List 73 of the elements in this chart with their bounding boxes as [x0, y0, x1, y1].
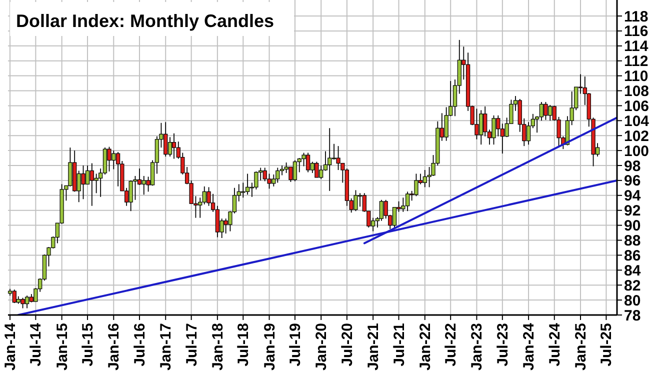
candlestick	[137, 168, 142, 186]
y-tick-label: 100	[624, 142, 650, 160]
candlestick	[12, 289, 16, 304]
y-tick-label: 112	[624, 53, 648, 70]
candlestick	[539, 102, 544, 122]
candlestick	[168, 136, 172, 157]
x-tick-label: Jul-20	[338, 323, 356, 366]
x-tick-label: Jul-22	[442, 323, 460, 366]
x-tick-label: Jul-16	[131, 323, 148, 366]
y-tick-label: 84	[624, 262, 642, 280]
candlestick	[245, 173, 250, 196]
y-tick-label: 80	[624, 292, 641, 310]
x-tick-label: Jan-15	[54, 323, 71, 371]
y-tick-label: 86	[624, 247, 641, 264]
y-tick-label: 110	[624, 68, 648, 86]
candlestick	[314, 161, 319, 178]
x-tick-label: Jan-25	[572, 323, 590, 371]
y-tick-label: 116	[624, 23, 648, 40]
candlestick	[102, 147, 108, 175]
candlestick	[392, 206, 397, 230]
x-tick-label: Jan-17	[158, 323, 175, 371]
candlestick	[492, 114, 496, 146]
x-tick-label: Jul-17	[183, 323, 200, 366]
x-tick-label: Jan-16	[106, 323, 123, 371]
candlestick	[276, 167, 280, 184]
candlestick	[306, 152, 310, 173]
candlestick	[280, 165, 284, 176]
y-tick-label: 90	[624, 218, 641, 235]
candlestick	[544, 102, 548, 120]
y-tick-label: 108	[624, 83, 650, 100]
x-tick-label: Jan-21	[365, 323, 382, 371]
candlestick	[20, 297, 25, 309]
y-tick-label: 118	[624, 8, 648, 26]
y-tick-label: 94	[624, 188, 642, 205]
y-tick-label: 92	[624, 202, 641, 220]
x-tick-label: Jan-19	[261, 323, 278, 371]
x-tick-label: Jul-21	[390, 323, 408, 366]
candlestick	[172, 132, 176, 160]
x-tick-label: Jul-18	[235, 323, 252, 366]
y-tick-label: 104	[624, 112, 650, 130]
y-tick-label: 98	[624, 158, 641, 175]
candlestick	[358, 192, 362, 208]
candlestick	[116, 152, 120, 187]
y-tick-label: 114	[624, 38, 649, 56]
candlestick	[292, 160, 298, 182]
x-tick-label: Jan-20	[313, 323, 330, 371]
x-tick-label: Jan-14	[2, 322, 19, 371]
x-tick-label: Jan-18	[209, 323, 226, 371]
candlestick	[107, 146, 112, 172]
y-tick-label: 106	[624, 98, 650, 115]
candlestick	[328, 128, 332, 192]
candlestick	[68, 147, 72, 187]
x-tick-label: Jan-22	[416, 323, 434, 371]
candlestick	[483, 106, 488, 137]
x-tick-label: Jul-14	[28, 322, 45, 366]
x-tick-label: Jan-24	[520, 322, 538, 371]
x-tick-label: Jan-23	[468, 323, 486, 371]
candlestick	[526, 122, 531, 146]
x-tick-label: Jul-23	[494, 323, 512, 366]
candlestick	[81, 165, 86, 200]
x-tick-label: Jul-19	[286, 323, 304, 366]
y-tick-label: 88	[624, 232, 641, 250]
y-tick-label: 78	[624, 307, 641, 324]
x-tick-label: Jul-25	[598, 323, 616, 366]
y-tick-label: 102	[624, 128, 650, 145]
candlestick	[85, 165, 90, 185]
y-tick-label: 96	[624, 172, 641, 190]
x-tick-label: Jul-15	[80, 323, 97, 366]
candlestick	[24, 295, 30, 309]
y-tick-label: 82	[624, 277, 641, 294]
x-tick-label: Jul-24	[546, 322, 564, 366]
chart-title: Dollar Index: Monthly Candles	[16, 11, 274, 31]
candlestick	[241, 182, 246, 198]
